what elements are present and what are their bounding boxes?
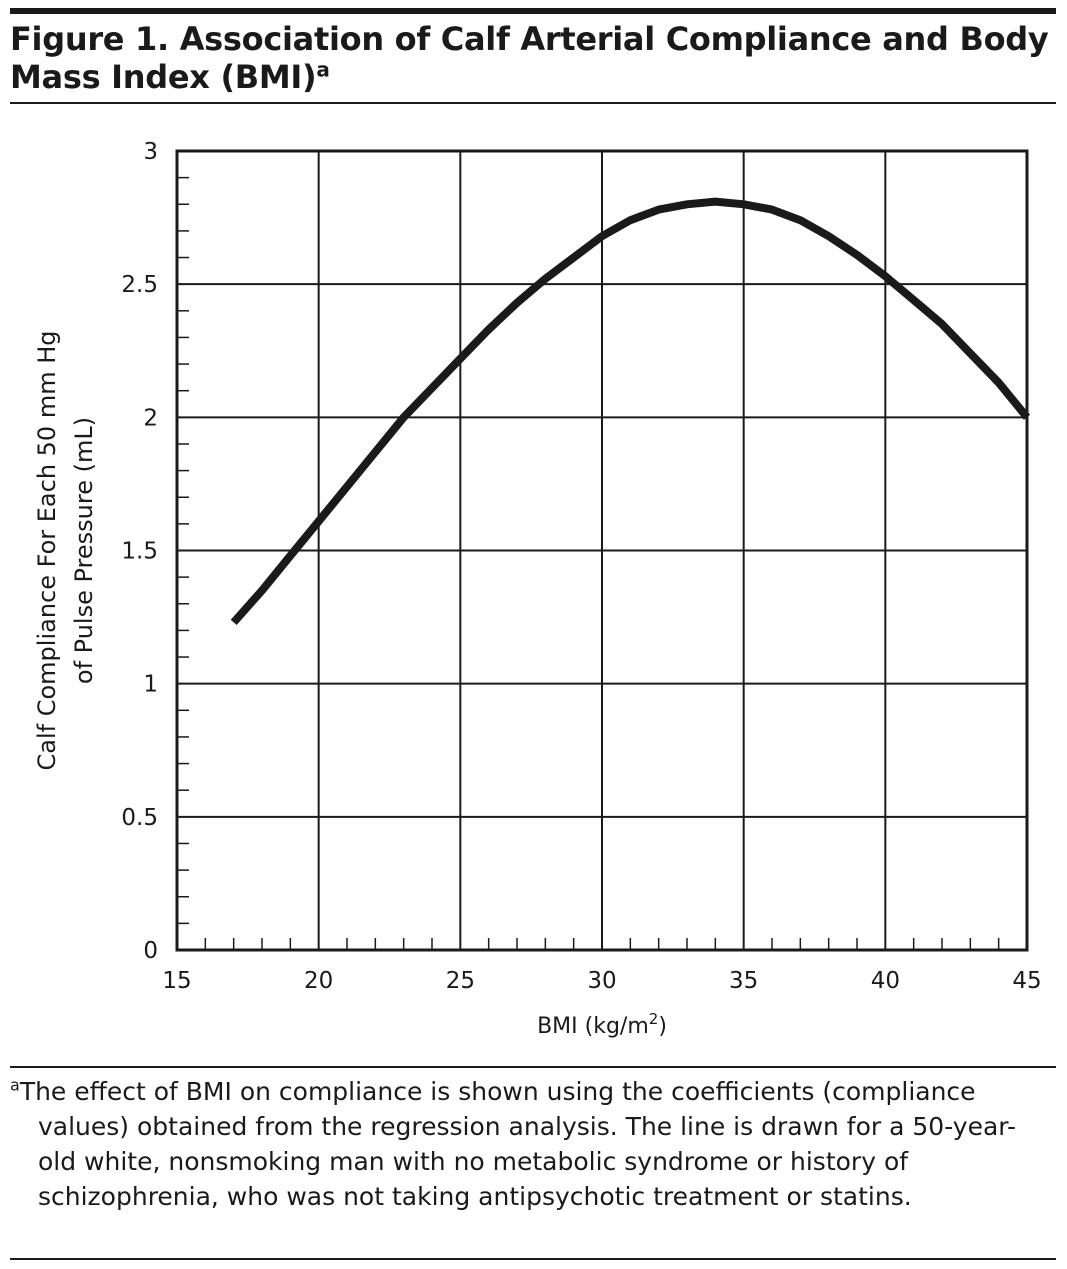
footnote-text: The effect of BMI on compliance is shown… [19, 1077, 1016, 1211]
y-tick-label: 1 [143, 672, 158, 698]
x-axis-label-text: BMI (kg/m [537, 1014, 649, 1039]
title-rule [10, 102, 1056, 104]
chart: 00.511.522.53 15 20 25 30 35 40 45 BMI (kg/m2)… [33, 139, 1042, 1039]
y-tick-labels: 0 0.5 1 1.5 2 2.5 3 [121, 139, 158, 964]
top-rule [10, 8, 1056, 14]
plot-frame [175, 149, 1029, 952]
x-axis-label: BMI (kg/m2) [537, 1010, 667, 1039]
y-tick-label: 1.5 [121, 539, 158, 565]
y-tick-label: 2 [143, 405, 158, 431]
footnote-marker: a [10, 1075, 20, 1095]
footnote: aThe effect of BMI on compliance is show… [10, 1074, 1050, 1214]
x-tick-label: 45 [1012, 968, 1041, 994]
x-axis-label-superscript: 2 [649, 1010, 659, 1028]
series-line [230, 197, 1031, 626]
y-tick-label: 0 [143, 938, 158, 964]
y-tick-label: 3 [143, 139, 158, 165]
footnote-rule-bottom [10, 1258, 1056, 1260]
x-axis-label-suffix: ) [658, 1014, 667, 1039]
x-tick-label: 25 [446, 968, 475, 994]
y-axis-label-line-2: of Pulse Pressure (mL) [70, 417, 98, 684]
x-tick-label: 40 [871, 968, 900, 994]
figure-title-text: Figure 1. Association of Calf Arterial C… [10, 20, 1049, 96]
y-tick-label: 2.5 [121, 272, 158, 298]
x-tick-label: 20 [304, 968, 333, 994]
figure-title: Figure 1. Association of Calf Arterial C… [10, 20, 1050, 96]
grid-lines [177, 151, 1027, 950]
x-tick-label: 35 [729, 968, 758, 994]
x-tick-label: 30 [587, 968, 616, 994]
y-axis-label-line-1: Calf Compliance For Each 50 mm Hg [33, 331, 61, 771]
x-tick-labels: 15 20 25 30 35 40 45 [162, 968, 1041, 994]
footnote-rule-top [10, 1066, 1056, 1068]
x-tick-label: 15 [162, 968, 191, 994]
series-layer [230, 197, 1031, 626]
y-tick-label: 0.5 [121, 805, 158, 831]
title-footnote-marker: a [316, 57, 330, 82]
minor-ticks [177, 176, 1000, 950]
